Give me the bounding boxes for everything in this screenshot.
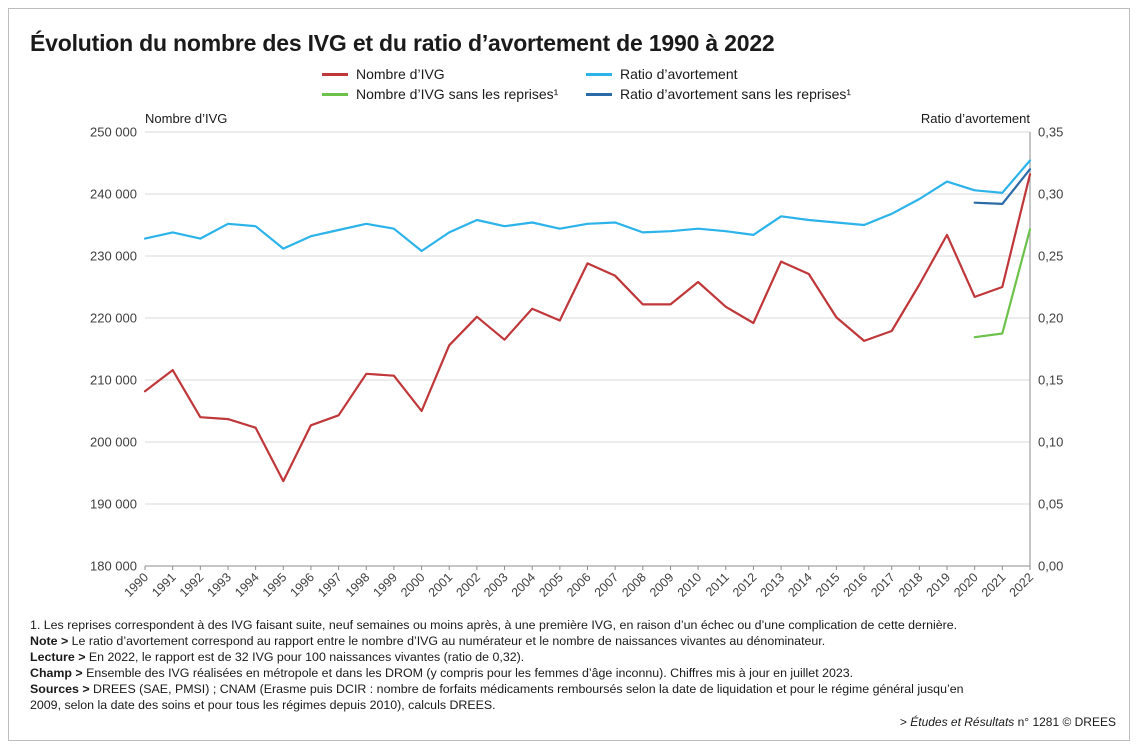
- champ-line: Champ > Ensemble des IVG réalisées en mé…: [30, 665, 1120, 681]
- x-axis: 1990199119921993199419951996199719981999…: [122, 566, 1037, 600]
- x-tick-label: 2020: [951, 570, 981, 600]
- x-tick-label: 2019: [924, 570, 954, 600]
- x-tick-label: 1998: [343, 570, 373, 600]
- x-tick-label: 1994: [232, 570, 262, 600]
- legend-label-ratio-sans: Ratio d’avortement sans les reprises¹: [620, 86, 852, 102]
- legend-label-ratio: Ratio d’avortement: [620, 66, 738, 82]
- legend-swatch-ratio: [586, 72, 612, 76]
- legend-item-nb-ivg-sans: Nombre d’IVG sans les reprises¹: [322, 86, 558, 102]
- legend-swatch-nb-ivg-sans: [322, 92, 348, 96]
- x-tick-label: 2022: [1007, 570, 1037, 600]
- gridlines: [145, 131, 1031, 567]
- x-tick-label: 2005: [536, 570, 566, 600]
- figure-frame: [8, 8, 1130, 741]
- chart-title: Évolution du nombre des IVG et du ratio …: [30, 30, 775, 56]
- series-lines: [143, 159, 1032, 483]
- legend-item-ratio-sans: Ratio d’avortement sans les reprises¹: [586, 86, 851, 102]
- ref-prefix: >: [899, 715, 911, 729]
- y-tick-label-right: 0,10: [1038, 435, 1063, 450]
- ref-publication: Études et Résultats: [910, 715, 1015, 729]
- x-tick-label: 1995: [260, 570, 290, 600]
- legend-item-nb-ivg: Nombre d’IVG: [322, 66, 445, 82]
- y-tick-label-left: 250 000: [90, 125, 137, 140]
- champ-text: Ensemble des IVG réalisées en métropole …: [82, 666, 854, 680]
- x-tick-label: 2007: [592, 570, 622, 600]
- x-tick-label: 2009: [647, 570, 677, 600]
- y-tick-label-left: 210 000: [90, 373, 137, 388]
- ref-suffix: n° 1281 © DREES: [1014, 715, 1116, 729]
- sources-label: Sources >: [30, 682, 90, 696]
- x-tick-label: 1993: [205, 570, 235, 600]
- y-tick-label-right: 0,35: [1038, 125, 1063, 140]
- y-tick-label-left: 230 000: [90, 249, 137, 264]
- lecture-line: Lecture > En 2022, le rapport est de 32 …: [30, 649, 1120, 665]
- x-tick-label: 2021: [979, 570, 1009, 600]
- x-tick-label: 2015: [813, 570, 843, 600]
- lecture-text: En 2022, le rapport est de 32 IVG pour 1…: [85, 650, 525, 664]
- y-tick-label-left: 240 000: [90, 187, 137, 202]
- y-tick-label-left: 180 000: [90, 559, 137, 574]
- legend-item-ratio: Ratio d’avortement: [586, 66, 738, 82]
- y-tick-label-left: 190 000: [90, 497, 137, 512]
- x-tick-label: 1991: [149, 570, 179, 600]
- y-tick-label-right: 0,05: [1038, 497, 1063, 512]
- sources-line: Sources > DREES (SAE, PMSI) ; CNAM (Eras…: [30, 681, 1120, 697]
- legend-label-nb-ivg-sans: Nombre d’IVG sans les reprises¹: [356, 86, 559, 102]
- x-tick-label: 2001: [426, 570, 456, 600]
- x-tick-label: 2012: [730, 570, 760, 600]
- y-axis-title-right: Ratio d’avortement: [920, 111, 1030, 126]
- y-tick-label-right: 0,20: [1038, 311, 1063, 326]
- x-tick-label: 2002: [453, 570, 483, 600]
- y-tick-label-right: 0,15: [1038, 373, 1063, 388]
- legend-swatch-ratio-sans: [586, 92, 612, 96]
- y-tick-label-left: 200 000: [90, 435, 137, 450]
- y-tick-label-right: 0,25: [1038, 249, 1063, 264]
- series-line-nb-ivg-sans: [973, 228, 1032, 339]
- x-tick-label: 2000: [398, 570, 428, 600]
- y-tick-label-right: 0,30: [1038, 187, 1063, 202]
- sources-line-2: 2009, selon la date des soins et pour to…: [30, 698, 496, 712]
- legend-swatch-nb-ivg: [322, 72, 348, 76]
- x-tick-label: 1992: [177, 570, 207, 600]
- x-tick-label: 1997: [315, 570, 345, 600]
- footnote-1: 1. Les reprises correspondent à des IVG …: [30, 618, 958, 632]
- x-tick-label: 1999: [370, 570, 400, 600]
- x-tick-label: 2013: [758, 570, 788, 600]
- note-label: Note >: [30, 634, 69, 648]
- series-line-ratio: [143, 159, 1032, 253]
- x-tick-label: 2016: [841, 570, 871, 600]
- x-tick-label: 1990: [122, 570, 152, 600]
- x-tick-label: 2014: [785, 570, 815, 600]
- x-tick-label: 2011: [703, 570, 732, 599]
- x-tick-label: 1996: [287, 570, 317, 600]
- y-axis-title-left: Nombre d’IVG: [145, 111, 228, 126]
- champ-label: Champ >: [30, 666, 83, 680]
- legend-label-nb-ivg: Nombre d’IVG: [356, 66, 445, 82]
- y-tick-label-right: 0,00: [1038, 559, 1063, 574]
- x-tick-label: 2018: [896, 570, 926, 600]
- sources-text: DREES (SAE, PMSI) ; CNAM (Erasme puis DC…: [89, 682, 964, 696]
- note-text: Le ratio d’avortement correspond au rapp…: [68, 634, 826, 648]
- x-tick-label: 2017: [868, 570, 898, 600]
- x-tick-label: 2003: [481, 570, 511, 600]
- lecture-label: Lecture >: [30, 650, 86, 664]
- note-line: Note > Le ratio d’avortement correspond …: [30, 633, 1120, 649]
- footnotes: 1. Les reprises correspondent à des IVG …: [30, 617, 1120, 713]
- y-axis-right: 0,00 0,05 0,10 0,15 0,20 0,25 0,30 0,35: [1038, 125, 1063, 574]
- x-tick-label: 2010: [675, 570, 705, 600]
- x-tick-label: 2006: [564, 570, 594, 600]
- y-axis-left: 180 000 190 000 200 000 210 000 220 000 230 0…: [90, 125, 137, 574]
- x-tick-label: 2008: [619, 570, 649, 600]
- x-tick-label: 2004: [509, 570, 539, 600]
- publication-reference: > Études et Résultats n° 1281 © DREES: [900, 715, 1116, 729]
- y-tick-label-left: 220 000: [90, 311, 137, 326]
- series-line-ratio-sans: [973, 168, 1032, 205]
- series-line-nb-ivg: [143, 173, 1032, 483]
